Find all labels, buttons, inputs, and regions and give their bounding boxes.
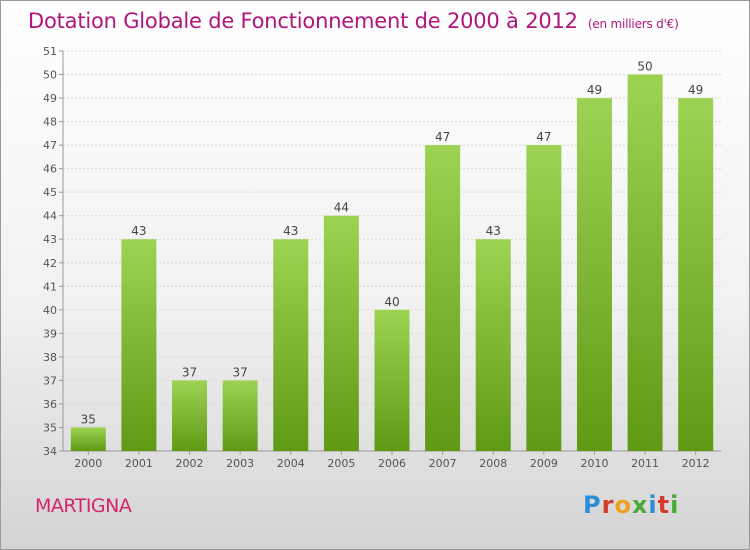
- bar: [678, 98, 714, 451]
- x-tick-label: 2010: [580, 457, 608, 470]
- data-label: 43: [283, 224, 298, 238]
- logo-letter: t: [657, 491, 671, 519]
- logo-letter: r: [601, 491, 615, 519]
- bar: [121, 239, 157, 451]
- chart-title: Dotation Globale de Fonctionnement de 20…: [28, 9, 679, 33]
- x-tick-label: 2001: [125, 457, 153, 470]
- data-label: 37: [182, 365, 197, 379]
- data-label: 37: [233, 365, 248, 379]
- y-tick-label: 48: [43, 116, 57, 129]
- x-tick-label: 2008: [479, 457, 507, 470]
- bar: [222, 380, 258, 451]
- x-tick-label: 2002: [176, 457, 204, 470]
- y-tick-label: 47: [43, 139, 57, 152]
- y-tick-label: 40: [43, 304, 57, 317]
- data-label: 47: [435, 130, 450, 144]
- data-label: 40: [384, 295, 399, 309]
- y-tick-label: 39: [43, 327, 57, 340]
- data-label: 49: [688, 83, 703, 97]
- logo-letter: i: [670, 491, 680, 519]
- x-tick-label: 2005: [327, 457, 355, 470]
- x-tick-label: 2011: [631, 457, 659, 470]
- data-label: 43: [486, 224, 501, 238]
- proxiti-logo: Proxiti: [583, 491, 679, 519]
- y-tick-label: 43: [43, 233, 57, 246]
- data-label: 43: [131, 224, 146, 238]
- x-tick-label: 2007: [429, 457, 457, 470]
- data-label: 35: [81, 412, 96, 426]
- logo-letter: P: [583, 491, 602, 519]
- y-tick-label: 34: [43, 445, 57, 458]
- x-tick-label: 2006: [378, 457, 406, 470]
- y-tick-label: 38: [43, 351, 57, 364]
- x-tick-label: 2000: [74, 457, 102, 470]
- y-tick-label: 51: [43, 45, 57, 58]
- data-label: 49: [587, 83, 602, 97]
- x-tick-label: 2003: [226, 457, 254, 470]
- data-label: 44: [334, 201, 349, 215]
- bar: [374, 309, 410, 451]
- chart-unit: (en milliers d'€): [587, 17, 679, 31]
- bar: [526, 145, 562, 451]
- bar: [627, 74, 663, 451]
- chart-title-text: Dotation Globale de Fonctionnement de 20…: [28, 9, 578, 33]
- bar: [70, 427, 106, 451]
- y-tick-label: 50: [43, 69, 57, 82]
- y-tick-label: 35: [43, 421, 57, 434]
- bar: [172, 380, 208, 451]
- y-tick-label: 36: [43, 398, 57, 411]
- data-label: 47: [536, 130, 551, 144]
- logo-letter: i: [648, 491, 658, 519]
- y-tick-label: 46: [43, 163, 57, 176]
- bar: [475, 239, 511, 451]
- x-tick-label: 2009: [530, 457, 558, 470]
- logo-letter: x: [631, 491, 649, 519]
- commune-name: MARTIGNA: [35, 495, 132, 517]
- y-tick-label: 45: [43, 186, 57, 199]
- x-tick-label: 2004: [277, 457, 305, 470]
- y-tick-label: 49: [43, 92, 57, 105]
- logo-letter: o: [614, 491, 632, 519]
- bar: [323, 215, 359, 451]
- x-tick-label: 2012: [682, 457, 710, 470]
- y-tick-label: 44: [43, 210, 57, 223]
- data-label: 50: [637, 60, 652, 74]
- y-tick-label: 41: [43, 280, 57, 293]
- y-tick-label: 42: [43, 257, 57, 270]
- bar: [576, 98, 612, 451]
- bar: [425, 145, 461, 451]
- bar: [273, 239, 309, 451]
- y-tick-label: 37: [43, 374, 57, 387]
